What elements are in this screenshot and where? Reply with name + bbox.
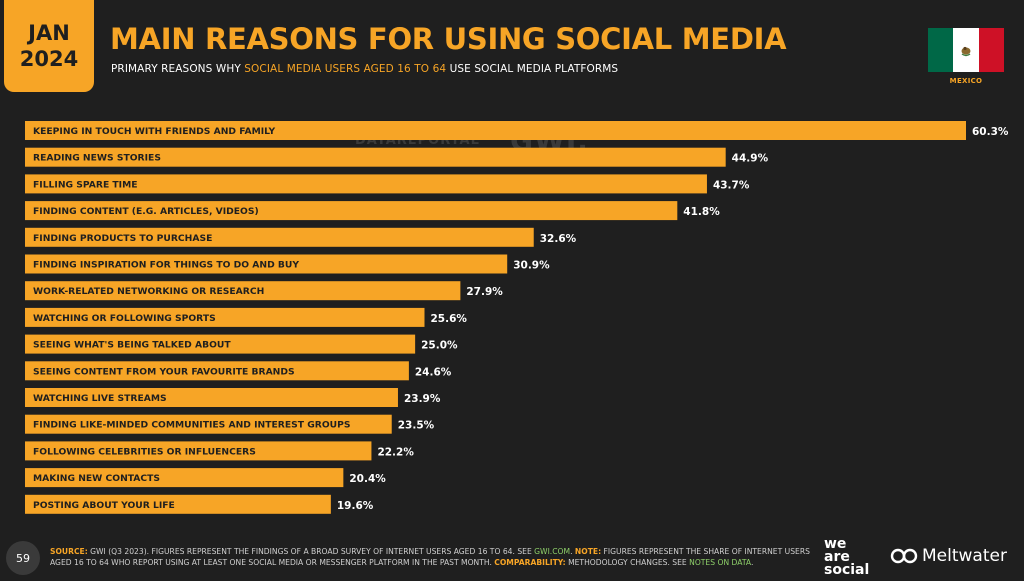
bar-label-1: READING NEWS STORIES [33,153,161,164]
value-label-10: 23.9% [404,393,441,405]
bar-label-4: FINDING PRODUCTS TO PURCHASE [33,233,212,244]
bar-label-11: FINDING LIKE-MINDED COMMUNITIES AND INTE… [33,420,350,431]
bar-label-10: WATCHING LIVE STREAMS [33,393,167,404]
comparability-label: COMPARABILITY: [494,558,566,567]
bar-12 [25,441,372,461]
bar-14 [25,494,331,514]
value-label-12: 22.2% [377,446,414,458]
value-label-13: 20.4% [349,473,386,485]
bar-label-6: WORK-RELATED NETWORKING OR RESEARCH [33,286,264,297]
value-label-1: 44.9% [732,153,769,165]
value-label-7: 25.6% [430,313,467,325]
bar-1 [25,147,726,167]
value-label-2: 43.7% [713,179,750,191]
bar-label-8: SEEING WHAT'S BEING TALKED ABOUT [33,340,231,351]
we-are-social-logo: we are social [824,536,870,578]
value-label-4: 32.6% [540,233,577,245]
bar-label-12: FOLLOWING CELEBRITIES OR INFLUENCERS [33,446,256,457]
subtitle-pre: PRIMARY REASONS WHY [111,63,245,75]
value-label-14: 19.6% [337,500,374,512]
bar-label-14: POSTING ABOUT YOUR LIFE [33,500,175,511]
note-label: NOTE: [574,547,602,556]
source-label: SOURCE: [50,547,88,556]
bar-label-2: FILLING SPARE TIME [33,179,138,190]
bar-2 [25,174,707,194]
bar-chart: KEEPING IN TOUCH WITH FRIENDS AND FAMILY… [25,121,1009,514]
page-number: 59 [6,541,40,575]
value-label-0: 60.3% [972,126,1009,138]
page-subtitle: PRIMARY REASONS WHY SOCIAL MEDIA USERS A… [111,63,618,75]
bar-label-0: KEEPING IN TOUCH WITH FRIENDS AND FAMILY [33,126,276,137]
mexico-flag-icon [928,28,1004,72]
bar-label-9: SEEING CONTENT FROM YOUR FAVOURITE BRAND… [33,366,295,377]
bar-13 [25,468,344,488]
source-link[interactable]: GWI.COM [534,547,571,556]
date-badge: JAN 2024 [4,0,94,92]
bar-3 [25,201,678,221]
value-label-9: 24.6% [415,366,452,378]
value-label-11: 23.5% [398,420,435,432]
bar-label-13: MAKING NEW CONTACTS [33,473,160,484]
comparability-text: METHODOLOGY CHANGES. SEE [565,558,690,567]
bar-label-7: WATCHING OR FOLLOWING SPORTS [33,313,216,324]
meltwater-icon [890,548,918,564]
bar-10 [25,388,398,407]
bar-8 [25,334,416,354]
bar-5 [25,254,508,274]
coat-of-arms-icon [961,46,971,57]
bar-9 [25,361,409,381]
subtitle-post: USE SOCIAL MEDIA PLATFORMS [446,63,619,75]
value-label-3: 41.8% [683,206,720,218]
source-text: GWI (Q3 2023). FIGURES REPRESENT THE FIN… [87,547,535,556]
source-note: SOURCE: GWI (Q3 2023). FIGURES REPRESENT… [50,547,810,567]
bar-11 [25,414,392,434]
bar-7 [25,307,425,327]
value-label-6: 27.9% [466,286,503,298]
badge-month: JAN [28,21,70,45]
bar-label-3: FINDING CONTENT (E.G. ARTICLES, VIDEOS) [33,206,259,217]
badge-year: 2024 [19,47,79,71]
bar-0 [25,121,966,140]
subtitle-highlight: SOCIAL MEDIA USERS AGED 16 TO 64 [244,63,447,75]
country-flag: MEXICO [928,28,1004,85]
note-text: FIGURES REPRESENT THE SHARE OF INTERNET … [50,547,810,567]
bar-label-5: FINDING INSPIRATION FOR THINGS TO DO AND… [33,260,299,271]
value-label-8: 25.0% [421,340,458,352]
bar-4 [25,227,534,247]
value-label-5: 30.9% [513,260,550,272]
bar-6 [25,281,461,301]
country-label: MEXICO [949,77,983,85]
meltwater-text: Meltwater [922,546,1007,566]
notes-on-data-link[interactable]: NOTES ON DATA [689,558,751,567]
page-title: MAIN REASONS FOR USING SOCIAL MEDIA [110,22,787,56]
meltwater-logo: Meltwater [890,546,1007,566]
